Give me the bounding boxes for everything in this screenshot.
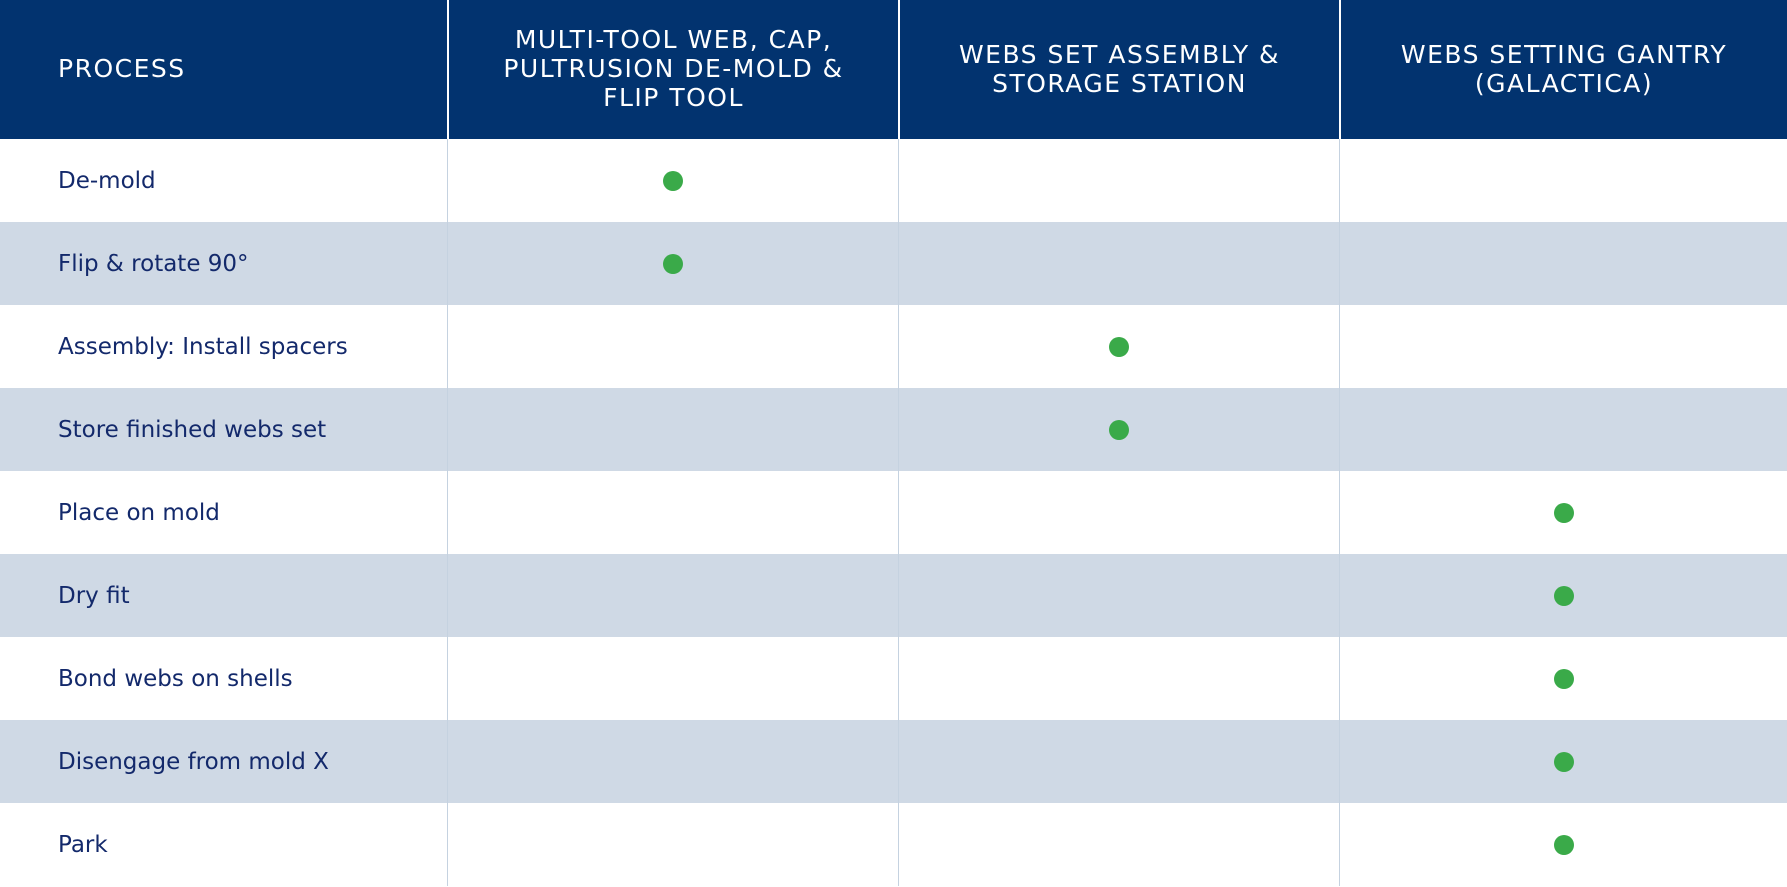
table-cell [447, 720, 898, 803]
table-cell [447, 554, 898, 637]
table-cell [447, 139, 898, 222]
table-cell [447, 637, 898, 720]
column-header: MULTI-TOOL WEB, CAP, PULTRUSION DE-MOLD … [447, 0, 898, 139]
process-name: Dry fit [0, 554, 447, 637]
process-name: Place on mold [58, 499, 220, 526]
process-name: Bond webs on shells [58, 665, 293, 692]
table-cell [1339, 222, 1787, 305]
table-cell [898, 637, 1339, 720]
table-cell [447, 222, 898, 305]
table-cell [898, 471, 1339, 554]
process-name: Flip & rotate 90° [0, 222, 447, 305]
table-cell [447, 803, 898, 886]
table-cell [898, 305, 1339, 388]
process-name: Disengage from mold X [0, 720, 447, 803]
process-name: Assembly: Install spacers [58, 333, 348, 360]
check-dot [663, 253, 683, 274]
table-cell [447, 305, 898, 388]
table-cell [1339, 803, 1787, 886]
check-dot [663, 170, 683, 191]
table-cell [1339, 554, 1787, 637]
table-cell [447, 388, 898, 471]
table-cell [1339, 305, 1787, 388]
check-dot [1553, 834, 1574, 855]
table-cell [447, 471, 898, 554]
table-cell [898, 139, 1339, 222]
check-dot [1553, 751, 1574, 772]
table-cell [898, 554, 1339, 637]
check-dot [1553, 502, 1574, 523]
table-cell [1339, 720, 1787, 803]
check-dot [1109, 336, 1129, 357]
table-cell [898, 222, 1339, 305]
table-cell [898, 803, 1339, 886]
table-cell [1339, 471, 1787, 554]
column-header: WEBS SETTING GANTRY (GALACTICA) [1339, 0, 1787, 139]
process-name: Park [58, 831, 108, 858]
table-cell [898, 388, 1339, 471]
process-name: Store finished webs set [0, 388, 447, 471]
check-dot [1109, 419, 1129, 440]
table-cell [1339, 637, 1787, 720]
column-header: PROCESS [0, 0, 447, 139]
table-cell [898, 720, 1339, 803]
table-cell [1339, 139, 1787, 222]
process-name: De-mold [58, 167, 156, 194]
table-cell [1339, 388, 1787, 471]
check-dot [1553, 585, 1574, 606]
check-dot [1553, 668, 1574, 689]
column-header: WEBS SET ASSEMBLY & STORAGE STATION [898, 0, 1339, 139]
